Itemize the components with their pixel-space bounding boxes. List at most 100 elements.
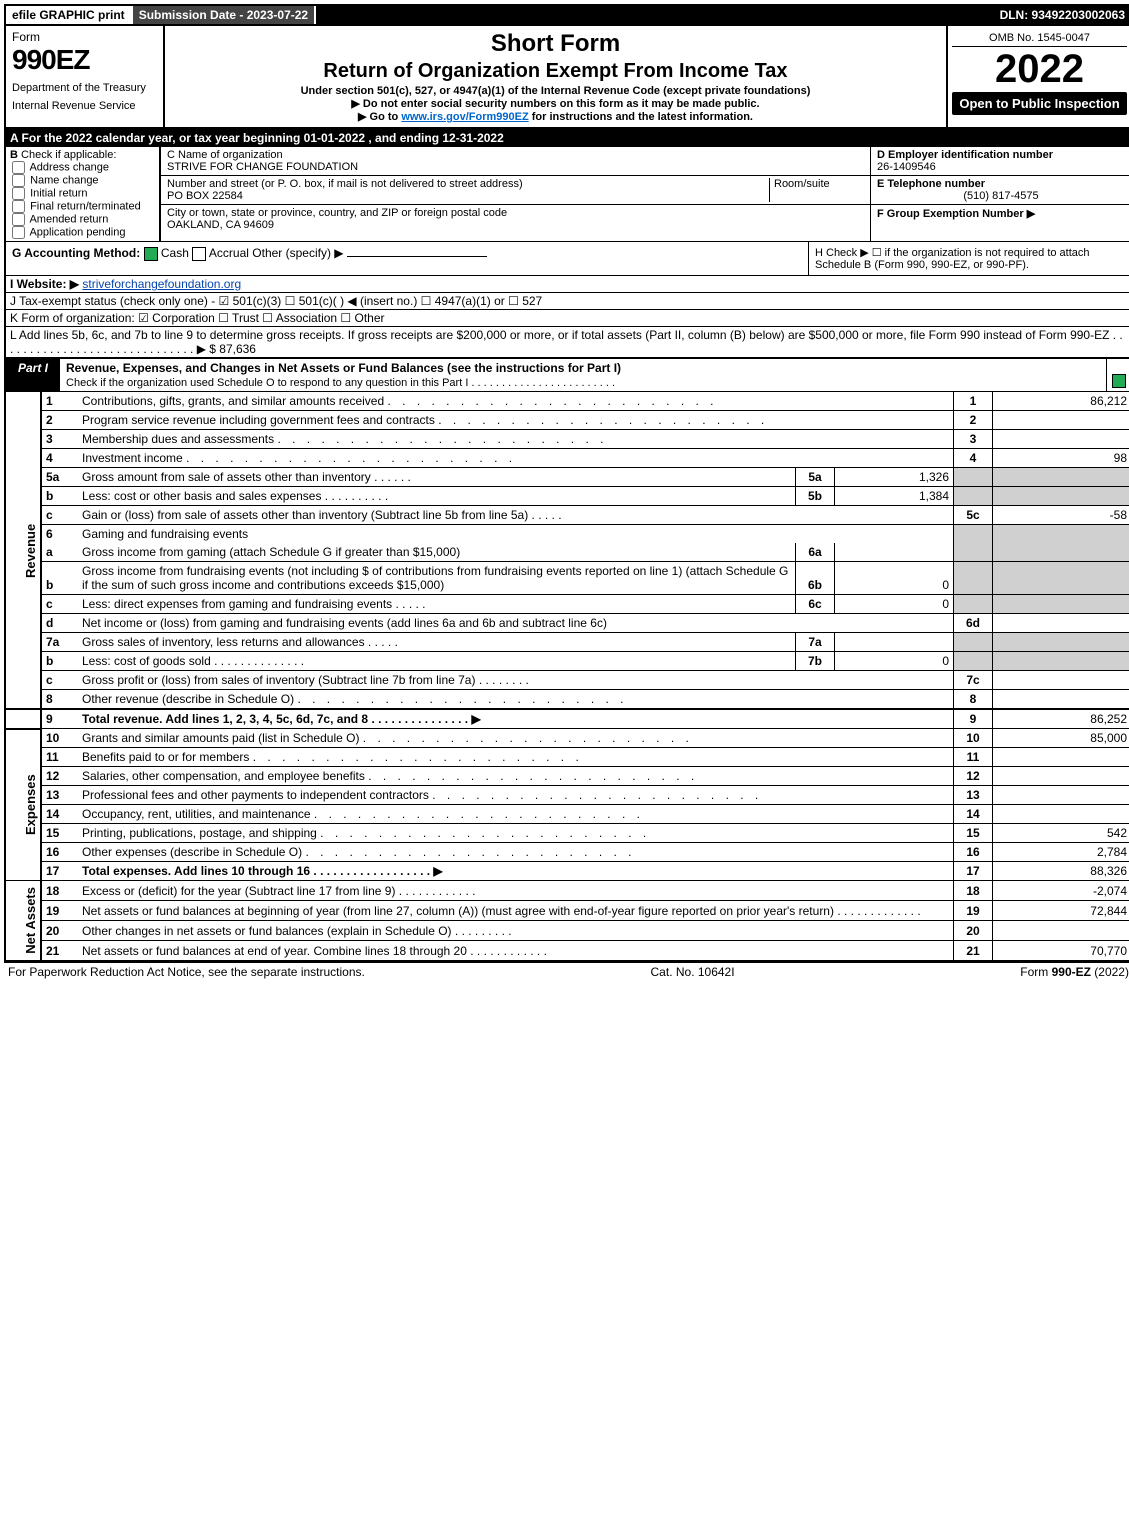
irs-link[interactable]: www.irs.gov/Form990EZ — [401, 111, 528, 123]
note-goto: ▶ Go to www.irs.gov/Form990EZ for instru… — [173, 110, 938, 123]
line-5a-desc: Gross amount from sale of assets other t… — [78, 468, 796, 487]
line-5a-rv-shaded — [993, 468, 1129, 487]
line-6d-desc: Net income or (loss) from gaming and fun… — [78, 614, 954, 633]
line-16-num: 16 — [41, 843, 78, 862]
line-15-rn: 15 — [954, 824, 993, 843]
line-8-num: 8 — [41, 690, 78, 710]
dln-label: DLN: 93492203002063 — [994, 6, 1129, 24]
note-goto-prefix: ▶ Go to — [358, 111, 401, 123]
line-15-desc: Printing, publications, postage, and shi… — [78, 824, 954, 843]
line-5a-mn: 5a — [796, 468, 835, 487]
group-exemption-label: F Group Exemption Number ▶ — [877, 207, 1125, 220]
part1-scheduleO-check-icon — [1112, 374, 1126, 388]
section-c: C Name of organization STRIVE FOR CHANGE… — [161, 147, 871, 241]
part1-tab: Part I — [6, 359, 60, 391]
city-value: OAKLAND, CA 94609 — [167, 219, 864, 231]
line-1-num: 1 — [41, 392, 78, 411]
check-accrual-icon — [192, 247, 206, 261]
line-11-desc: Benefits paid to or for members — [78, 748, 954, 767]
top-header-bar: efile GRAPHIC print Submission Date - 20… — [4, 4, 1129, 26]
line-11-val — [993, 748, 1129, 767]
form-header-center: Short Form Return of Organization Exempt… — [165, 26, 948, 127]
footer-right: Form 990-EZ (2022) — [1020, 965, 1129, 979]
line-12-val — [993, 767, 1129, 786]
line-20-rn: 20 — [954, 920, 993, 940]
line-15-num: 15 — [41, 824, 78, 843]
line-13-val — [993, 786, 1129, 805]
expenses-side-label: Expenses — [5, 729, 41, 881]
section-j-row: J Tax-exempt status (check only one) - ☑… — [4, 293, 1129, 310]
line-7a-mn: 7a — [796, 633, 835, 652]
line-5b-desc: Less: cost or other basis and sales expe… — [78, 487, 796, 506]
form-label: Form — [12, 30, 157, 44]
line-3-val — [993, 430, 1129, 449]
submission-date: Submission Date - 2023-07-22 — [133, 6, 316, 24]
part1-header: Part I Revenue, Expenses, and Changes in… — [4, 359, 1129, 392]
line-4-rn: 4 — [954, 449, 993, 468]
org-name: STRIVE FOR CHANGE FOUNDATION — [167, 161, 864, 173]
street-label: Number and street (or P. O. box, if mail… — [167, 178, 769, 190]
info-grid-bcd: B Check if applicable: Address change Na… — [4, 147, 1129, 242]
check-initial-return[interactable]: Initial return — [10, 187, 155, 200]
line-7b-mv: 0 — [835, 652, 954, 671]
footer-left: For Paperwork Reduction Act Notice, see … — [8, 965, 365, 979]
revenue-side-label: Revenue — [5, 392, 41, 709]
line-12-num: 12 — [41, 767, 78, 786]
line-4-desc: Investment income — [78, 449, 954, 468]
line-16-rn: 16 — [954, 843, 993, 862]
line-4-val: 98 — [993, 449, 1129, 468]
section-l-row: L Add lines 5b, 6c, and 7b to line 9 to … — [4, 327, 1129, 359]
section-h: H Check ▶ ☐ if the organization is not r… — [808, 242, 1129, 275]
section-b-label: B — [10, 149, 18, 161]
open-public-badge: Open to Public Inspection — [952, 92, 1127, 115]
net-assets-side-label: Net Assets — [5, 881, 41, 961]
row-gh: G Accounting Method: Cash Accrual Other … — [4, 242, 1129, 276]
line-11-num: 11 — [41, 748, 78, 767]
check-pending[interactable]: Application pending — [10, 226, 155, 239]
line-7b-num: b — [41, 652, 78, 671]
website-label: I Website: ▶ — [10, 277, 79, 291]
line-5a-mv: 1,326 — [835, 468, 954, 487]
note-ssn: ▶ Do not enter social security numbers o… — [173, 97, 938, 110]
line-19-num: 19 — [41, 900, 78, 920]
form-header-left: Form 990EZ Department of the Treasury In… — [6, 26, 165, 127]
line-6a-desc: Gross income from gaming (attach Schedul… — [78, 543, 796, 562]
dept-treasury: Department of the Treasury — [12, 82, 157, 94]
other-specify-label: Other (specify) ▶ — [252, 246, 343, 260]
line-11-rn: 11 — [954, 748, 993, 767]
line-12-rn: 12 — [954, 767, 993, 786]
footer-mid: Cat. No. 10642I — [651, 965, 735, 979]
line-6d-num: d — [41, 614, 78, 633]
short-form-title: Short Form — [173, 30, 938, 58]
line-1-rn: 1 — [954, 392, 993, 411]
room-suite-label: Room/suite — [769, 178, 864, 202]
line-9-num: 9 — [41, 709, 78, 729]
line-17-val: 88,326 — [993, 862, 1129, 881]
line-14-rn: 14 — [954, 805, 993, 824]
line-13-num: 13 — [41, 786, 78, 805]
line-20-val — [993, 920, 1129, 940]
form-header: Form 990EZ Department of the Treasury In… — [4, 26, 1129, 129]
efile-label[interactable]: efile GRAPHIC print — [6, 6, 133, 24]
check-address-change[interactable]: Address change — [10, 161, 155, 174]
line-7b-desc: Less: cost of goods sold . . . . . . . .… — [78, 652, 796, 671]
line-6-num: 6 — [41, 525, 78, 544]
line-5a-rn-shaded — [954, 468, 993, 487]
form-header-right: OMB No. 1545-0047 2022 Open to Public In… — [948, 26, 1129, 127]
ein-label: D Employer identification number — [877, 149, 1125, 161]
tel-label: E Telephone number — [877, 178, 1125, 190]
check-amended[interactable]: Amended return — [10, 213, 155, 226]
line-1-desc: Contributions, gifts, grants, and simila… — [78, 392, 954, 411]
line-20-desc: Other changes in net assets or fund bala… — [78, 920, 954, 940]
line-6c-desc: Less: direct expenses from gaming and fu… — [78, 595, 796, 614]
section-d: D Employer identification number 26-1409… — [871, 147, 1129, 241]
line-2-rn: 2 — [954, 411, 993, 430]
cash-label: Cash — [161, 246, 189, 260]
line-6c-mn: 6c — [796, 595, 835, 614]
line-3-desc: Membership dues and assessments — [78, 430, 954, 449]
check-name-change[interactable]: Name change — [10, 174, 155, 187]
part1-title: Revenue, Expenses, and Changes in Net As… — [60, 359, 1106, 391]
line-18-desc: Excess or (deficit) for the year (Subtra… — [78, 881, 954, 901]
website-link[interactable]: striveforchangefoundation.org — [82, 277, 241, 291]
check-final-return[interactable]: Final return/terminated — [10, 200, 155, 213]
